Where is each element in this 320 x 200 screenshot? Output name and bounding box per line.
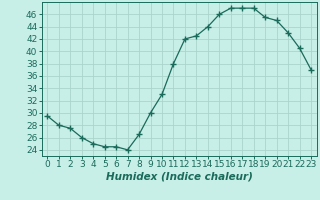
X-axis label: Humidex (Indice chaleur): Humidex (Indice chaleur) [106,172,252,182]
